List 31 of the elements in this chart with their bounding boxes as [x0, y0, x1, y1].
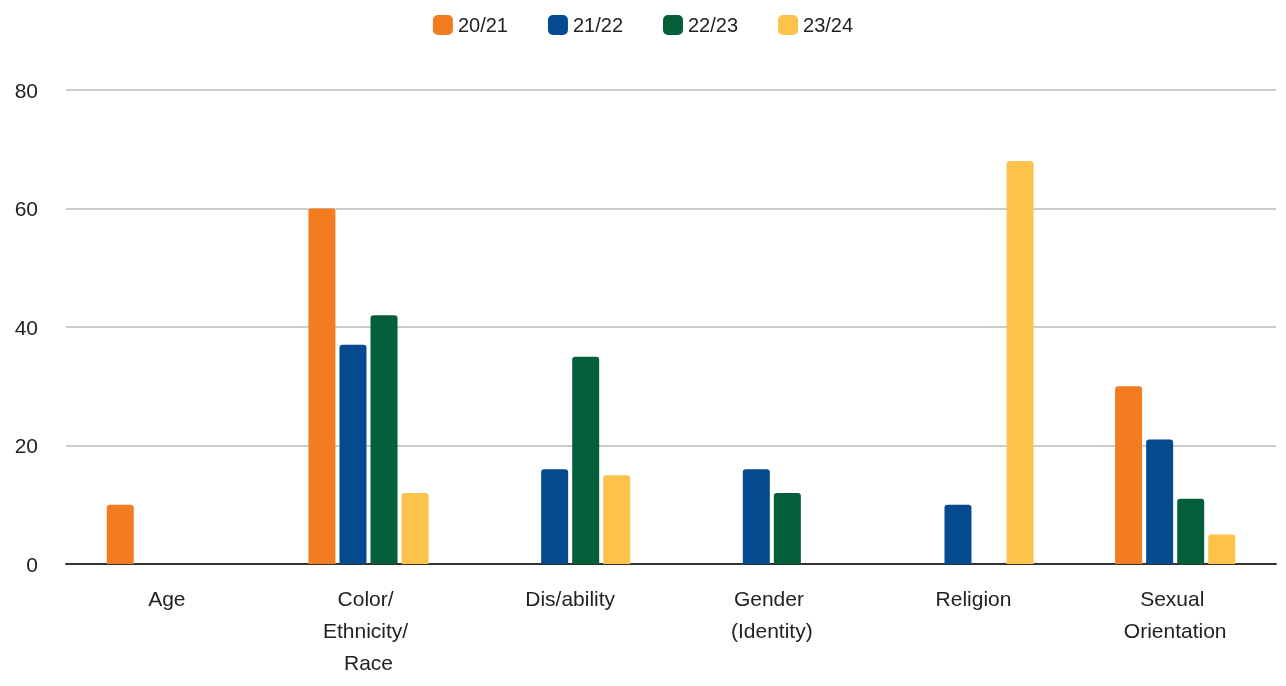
x-tick-label: Sexual Orientation: [1123, 586, 1227, 642]
y-tick-label: 40: [14, 315, 38, 339]
x-tick-label: Age: [148, 586, 186, 610]
y-tick-label: 0: [26, 552, 38, 576]
bar: [1115, 386, 1143, 564]
bar: [944, 504, 972, 564]
bar: [1006, 161, 1034, 564]
bar: [370, 315, 398, 564]
bar: [308, 208, 336, 564]
y-tick-label: 60: [14, 197, 38, 220]
legend-label: 21/22: [572, 14, 624, 36]
bar: [401, 492, 429, 564]
y-tick-label: 20: [14, 434, 38, 457]
bar: [1177, 498, 1205, 564]
bar: [773, 492, 801, 564]
bar: [106, 504, 134, 564]
bar: [339, 344, 367, 564]
x-tick-label: Color/ Ethnicity/ Race: [322, 586, 415, 674]
bar: [742, 469, 770, 564]
x-tick-label: Religion: [935, 586, 1012, 610]
legend-label: 20/21: [457, 14, 508, 36]
bar: [1208, 534, 1236, 564]
bar: [1146, 439, 1174, 564]
y-tick-label: 80: [14, 78, 38, 102]
bar: [541, 469, 569, 564]
x-tick-label: Gender (Identity): [730, 586, 813, 642]
legend-label: 22/23: [688, 14, 739, 36]
bar: [572, 356, 600, 564]
legend-label: 23/24: [803, 14, 854, 36]
x-tick-label: Dis/ability: [525, 586, 616, 610]
bar: [603, 475, 631, 564]
